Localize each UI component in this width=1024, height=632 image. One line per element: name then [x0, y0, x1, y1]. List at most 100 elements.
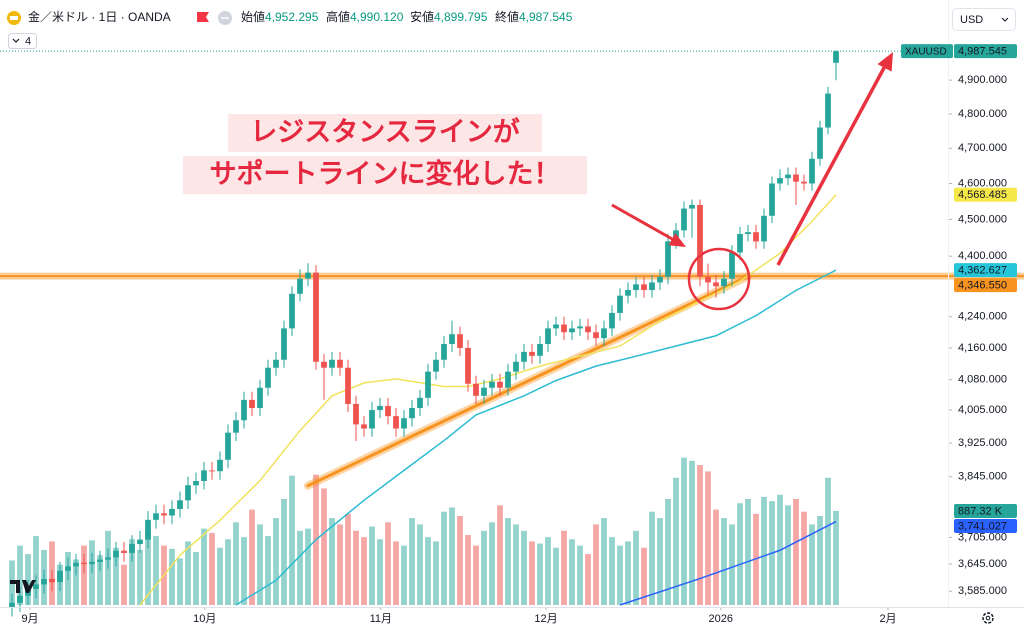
price-tag: [954, 263, 1017, 278]
volume-bar: [481, 530, 487, 605]
plot-area: [0, 50, 1024, 617]
high-value: 4,990.120: [350, 10, 404, 24]
candle-body: [553, 324, 559, 329]
low-label: 安値: [410, 9, 434, 24]
volume-bar: [681, 457, 687, 605]
candle-body: [505, 371, 511, 388]
volume-bar: [185, 541, 191, 605]
candle-body: [185, 485, 191, 501]
high-label: 高値: [326, 9, 350, 24]
open-label: 始値: [241, 9, 265, 24]
volume-bar: [265, 536, 271, 605]
price-tag-label: 4,362.627: [958, 265, 1007, 277]
volume-bar: [233, 522, 239, 605]
volume-bar: [641, 547, 647, 605]
volume-bar: [361, 537, 367, 605]
candle-body: [145, 519, 151, 540]
indicator-toggle[interactable]: [8, 33, 37, 49]
y-tick-label: 3,925.000: [958, 437, 1007, 449]
candle-body: [65, 566, 71, 571]
volume-bar: [809, 524, 815, 605]
symbol-name[interactable]: 金／米ドル · 1日 · OANDA: [28, 9, 171, 24]
volume-bar: [369, 526, 375, 605]
x-tick-label: 9月: [21, 613, 38, 625]
candle-body: [601, 328, 607, 339]
candle-body: [209, 470, 215, 472]
candle-body: [801, 181, 807, 184]
candle-body: [569, 328, 575, 333]
volume-bar: [225, 539, 231, 605]
volume-bar: [649, 511, 655, 605]
x-tick-label: 2月: [879, 613, 896, 625]
volume-bar: [177, 558, 183, 605]
volume-bar: [729, 524, 735, 605]
close-value: 4,987.545: [519, 10, 573, 24]
volume-bar: [193, 552, 199, 605]
volume-bar: [593, 524, 599, 605]
candle-body: [249, 399, 255, 409]
trendline: [306, 274, 750, 488]
candle-body: [281, 328, 287, 360]
candle-body: [401, 418, 407, 429]
volume-bar: [489, 522, 495, 605]
moving-average: [235, 269, 837, 606]
volume-bar: [25, 554, 31, 605]
volume-bar: [345, 513, 351, 605]
ticker-label: XAUUSD: [905, 46, 947, 57]
candle-body: [449, 334, 455, 345]
volume-bar: [209, 532, 215, 605]
volume-bar: [385, 522, 391, 605]
volume-bar: [409, 518, 415, 605]
candle-body: [497, 381, 503, 388]
tv-logo: [10, 580, 36, 593]
candle-body: [417, 397, 423, 409]
candle-body: [769, 183, 775, 216]
arrow: [611, 203, 675, 242]
volume-bar: [577, 545, 583, 605]
volume-bar: [201, 528, 207, 605]
volume-bar: [417, 524, 423, 605]
candle-body: [561, 324, 567, 333]
candle-body: [641, 284, 647, 290]
volume-bar: [169, 548, 175, 605]
candle-body: [521, 351, 527, 362]
volume-bar: [473, 545, 479, 605]
candle-body: [169, 508, 175, 516]
candle-body: [105, 557, 111, 560]
candle-body: [337, 359, 343, 368]
volume-bar: [537, 543, 543, 605]
candle-body: [297, 278, 303, 294]
currency-dropdown[interactable]: [952, 8, 1016, 31]
volume-bar: [793, 499, 799, 605]
volume-bar: [833, 510, 839, 605]
candle-body: [41, 578, 47, 585]
candle-body: [665, 241, 671, 277]
candle-body: [9, 602, 15, 608]
volume-bar: [97, 555, 103, 605]
candle-body: [73, 562, 79, 567]
y-tick-label: 4,700.000: [958, 142, 1007, 154]
candle-body: [593, 332, 599, 339]
chevron-icon: [12, 38, 20, 43]
settings-icon[interactable]: [982, 612, 994, 624]
candle-body: [137, 539, 143, 545]
volume-bar: [145, 530, 151, 605]
y-tick-label: 4,500.000: [958, 213, 1007, 225]
candle-body: [817, 127, 823, 159]
candle-body: [153, 513, 159, 520]
candle-body: [177, 500, 183, 509]
y-tick-label: 4,160.000: [958, 342, 1007, 354]
volume-bar: [241, 537, 247, 605]
volume-bar: [609, 537, 615, 605]
flag-icon[interactable]: [197, 12, 209, 22]
candle-body: [441, 344, 447, 360]
candle-body: [193, 480, 199, 486]
ticker-tag: [901, 44, 953, 59]
volume-bar: [449, 507, 455, 605]
candle-body: [833, 51, 839, 63]
volume-bar: [553, 547, 559, 605]
price-tag: [954, 44, 1017, 59]
candle-body: [265, 367, 271, 388]
symbol-icon-bar: [10, 16, 18, 20]
